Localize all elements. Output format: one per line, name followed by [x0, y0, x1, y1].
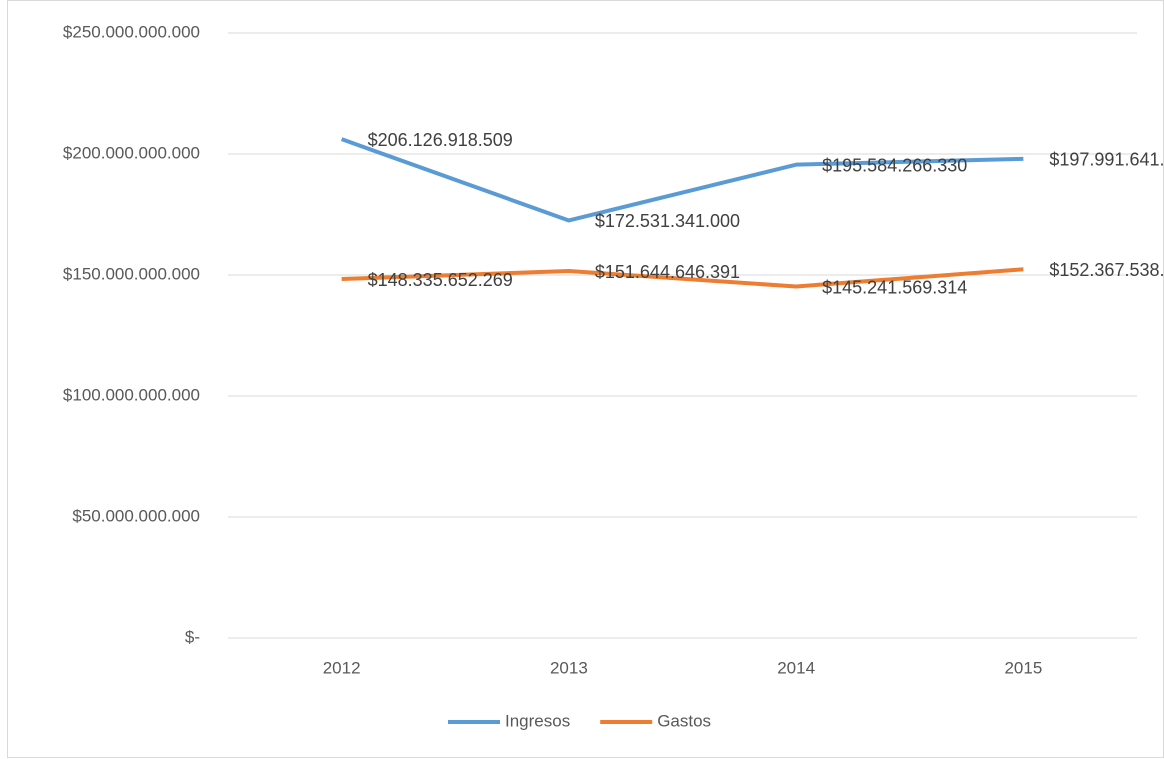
data-label: $195.584.266.330 [822, 155, 967, 175]
series-line [341, 267, 1024, 289]
data-label: $152.367.538.017 [1049, 260, 1164, 280]
data-label: $172.531.341.000 [595, 211, 740, 231]
y-tick-label: $- [185, 627, 200, 646]
series-line [340, 137, 1024, 223]
data-label: $145.241.569.314 [822, 277, 967, 297]
y-tick-label: $150.000.000.000 [63, 264, 200, 283]
x-tick-label: 2013 [550, 658, 588, 677]
chart-border [7, 0, 1164, 758]
y-tick-label: $50.000.000.000 [72, 506, 200, 525]
data-label: $197.991.641.443 [1049, 150, 1164, 170]
y-tick-label: $200.000.000.000 [63, 143, 200, 162]
y-tick-label: $250.000.000.000 [63, 22, 200, 41]
data-label: $206.126.918.509 [368, 130, 513, 150]
data-label: $151.644.646.391 [595, 262, 740, 282]
y-tick-label: $100.000.000.000 [63, 385, 200, 404]
legend-label: Ingresos [505, 711, 570, 730]
x-tick-label: 2012 [323, 658, 361, 677]
data-label: $148.335.652.269 [368, 270, 513, 290]
legend-label: Gastos [657, 711, 711, 730]
x-tick-label: 2015 [1004, 658, 1042, 677]
x-tick-label: 2014 [777, 658, 815, 677]
